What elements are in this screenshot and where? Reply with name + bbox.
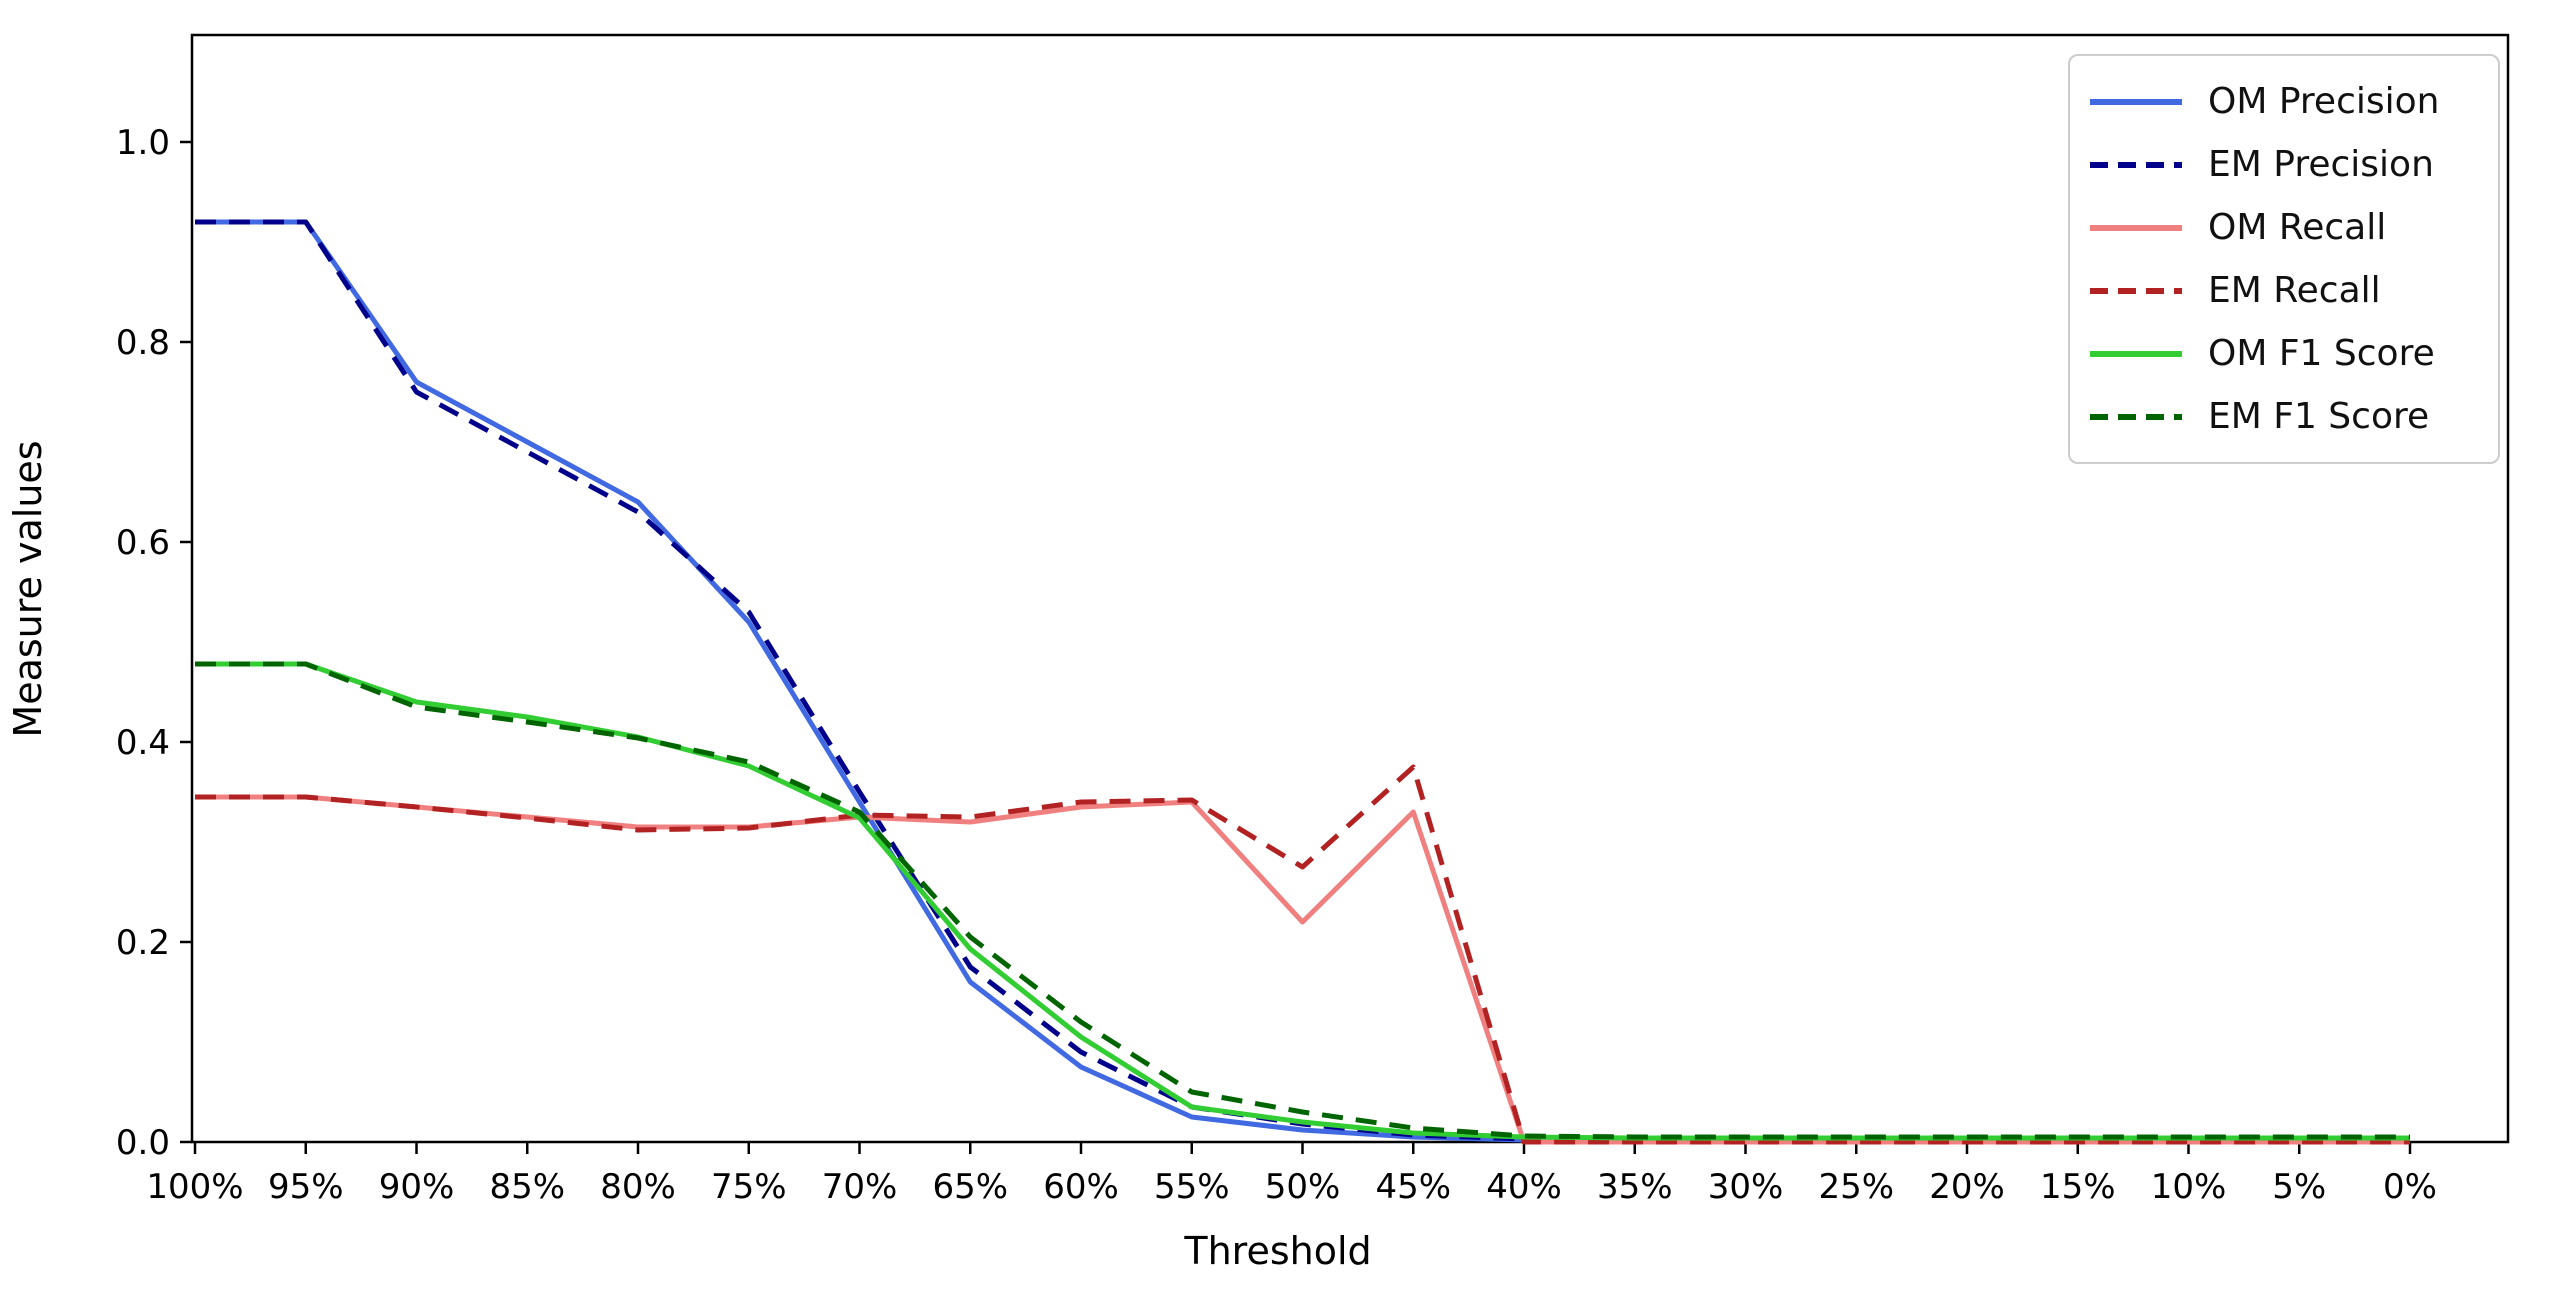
legend-line-sample — [2090, 161, 2182, 168]
x-tick-label: 75% — [711, 1167, 787, 1207]
x-tick-label: 30% — [1708, 1167, 1784, 1207]
y-tick-label: 0.8 — [116, 323, 170, 363]
x-tick-label: 100% — [146, 1167, 243, 1207]
x-tick-label: 10% — [2151, 1167, 2227, 1207]
x-tick-label: 25% — [1818, 1167, 1894, 1207]
x-tick-label: 90% — [379, 1167, 455, 1207]
legend-item-em-precision: EM Precision — [2070, 133, 2498, 196]
y-axis-ticks: 0.0 0.2 0.4 0.6 0.8 1.0 — [116, 123, 192, 1163]
x-tick-label: 20% — [1929, 1167, 2005, 1207]
legend-item-label: EM Precision — [2208, 144, 2434, 185]
legend: OM Precision EM Precision OM Recall EM Reca… — [2068, 54, 2500, 464]
x-tick-label: 0% — [2383, 1167, 2437, 1207]
legend-line-sample — [2090, 224, 2182, 231]
x-tick-label: 35% — [1597, 1167, 1673, 1207]
x-tick-label: 80% — [600, 1167, 676, 1207]
legend-item-om-precision: OM Precision — [2070, 70, 2498, 133]
y-tick-label: 0.0 — [116, 1123, 170, 1163]
x-tick-label: 15% — [2040, 1167, 2116, 1207]
y-tick-label: 0.6 — [116, 523, 170, 563]
x-tick-label: 95% — [268, 1167, 344, 1207]
legend-line-sample — [2090, 413, 2182, 420]
x-tick-label: 60% — [1043, 1167, 1119, 1207]
plot-box-spines — [190, 33, 2510, 1144]
x-tick-label: 45% — [1375, 1167, 1451, 1207]
legend-item-om-f1-score: OM F1 Score — [2070, 322, 2498, 385]
x-tick-label: 55% — [1154, 1167, 1230, 1207]
legend-item-em-f1-score: EM F1 Score — [2070, 385, 2498, 448]
legend-line-sample — [2090, 98, 2182, 105]
y-axis-label: Measure values — [6, 440, 50, 738]
x-axis-label: Threshold — [1184, 1229, 1372, 1273]
legend-item-label: OM Recall — [2208, 207, 2387, 248]
legend-line-sample — [2090, 287, 2182, 294]
x-tick-label: 50% — [1265, 1167, 1341, 1207]
y-tick-label: 1.0 — [116, 123, 170, 163]
series-line-em-f1-score — [195, 661, 2410, 1140]
x-axis-ticks: 100% 95% 90% 85% 80% 75% 70% 65% 60% 55% 50% 45% 40%… — [146, 1142, 2437, 1207]
y-tick-label: 0.4 — [116, 723, 170, 763]
series-line-em-recall — [195, 764, 2410, 1145]
y-tick-label: 0.2 — [116, 923, 170, 963]
x-tick-label: 85% — [489, 1167, 565, 1207]
x-tick-label: 5% — [2272, 1167, 2326, 1207]
legend-item-label: OM F1 Score — [2208, 333, 2435, 374]
x-tick-label: 40% — [1486, 1167, 1562, 1207]
x-tick-label: 70% — [822, 1167, 898, 1207]
legend-item-label: EM F1 Score — [2208, 396, 2430, 437]
legend-item-em-recall: EM Recall — [2070, 259, 2498, 322]
legend-item-label: EM Recall — [2208, 270, 2381, 311]
legend-item-om-recall: OM Recall — [2070, 196, 2498, 259]
x-tick-label: 65% — [932, 1167, 1008, 1207]
legend-line-sample — [2090, 350, 2182, 357]
legend-item-label: OM Precision — [2208, 81, 2440, 122]
